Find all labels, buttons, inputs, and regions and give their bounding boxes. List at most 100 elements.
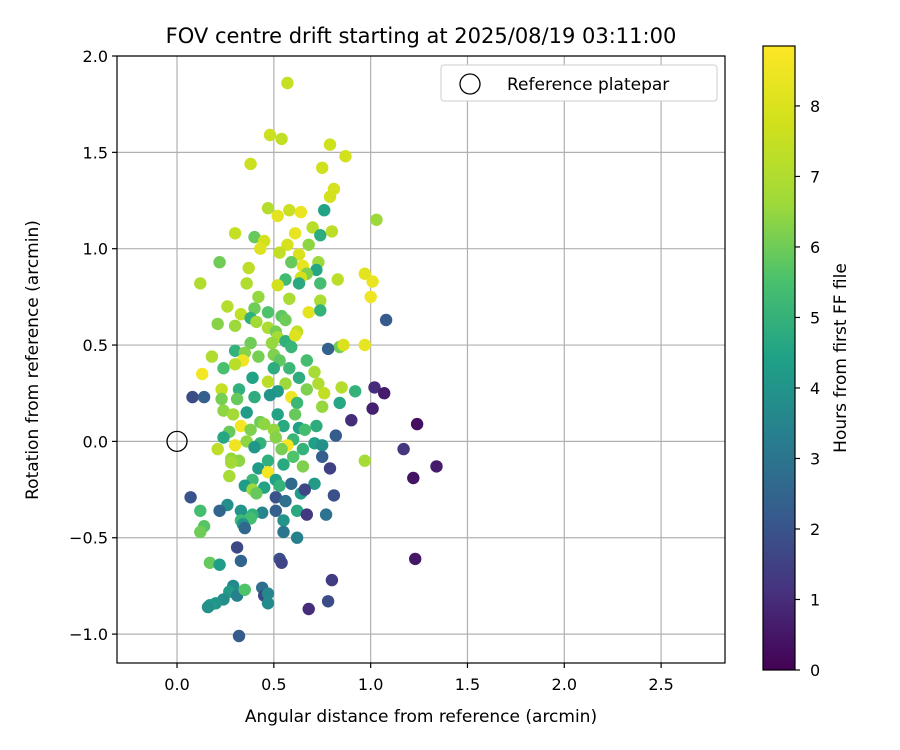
data-point: [240, 277, 253, 290]
data-point: [252, 462, 265, 475]
colorbar-tick-label: 2: [810, 520, 820, 539]
data-point: [228, 344, 242, 357]
data-point: [277, 514, 290, 527]
data-point: [366, 275, 379, 288]
data-point: [201, 600, 215, 614]
data-point: [273, 246, 286, 259]
data-point: [337, 338, 350, 352]
data-point: [318, 204, 331, 217]
data-point: [339, 150, 352, 163]
data-point: [261, 202, 275, 215]
data-point: [261, 306, 275, 319]
data-point: [358, 267, 371, 280]
data-point: [254, 242, 267, 255]
data-point: [211, 442, 224, 456]
colorbar-tick-label: 8: [810, 97, 820, 116]
data-point: [283, 292, 296, 305]
legend-label: Reference platepar: [507, 75, 669, 95]
colorbar: 0 1 2 3 4 5 6 7 8 Hours from first FF file: [762, 45, 851, 680]
data-point: [232, 629, 246, 643]
data-point: [275, 556, 288, 569]
data-point: [281, 76, 294, 90]
data-point: [378, 387, 391, 400]
data-point: [234, 419, 248, 433]
data-point: [213, 558, 226, 571]
y-tick-label: 1.0: [83, 240, 108, 259]
data-point: [248, 441, 261, 454]
data-point: [292, 248, 306, 261]
data-point: [246, 371, 259, 384]
data-point: [217, 431, 230, 444]
data-point: [283, 362, 296, 375]
data-point: [314, 304, 327, 317]
data-point: [277, 458, 290, 471]
x-tick-label: 0.0: [164, 675, 189, 694]
data-point: [283, 204, 296, 217]
data-point: [271, 408, 284, 421]
y-tick-label: 0.5: [83, 336, 108, 355]
data-point: [325, 573, 339, 587]
data-point: [285, 477, 298, 490]
data-point: [316, 450, 329, 463]
data-point: [292, 277, 306, 290]
data-point: [244, 336, 257, 350]
data-point: [358, 338, 371, 352]
data-point: [258, 417, 271, 431]
data-point: [290, 396, 304, 410]
data-point: [327, 489, 341, 502]
scatter-points: [184, 76, 443, 643]
data-point: [217, 362, 230, 375]
data-point: [368, 381, 381, 394]
data-point: [333, 396, 346, 410]
reference-point-marker: [166, 430, 188, 453]
plot-frame: [116, 55, 726, 664]
data-point: [277, 525, 290, 539]
data-point: [316, 161, 329, 174]
data-point: [252, 350, 265, 363]
data-point: [252, 290, 265, 304]
data-point: [290, 504, 304, 517]
y-axis-label: Rotation from reference (arcmin): [23, 220, 43, 500]
data-point: [310, 263, 323, 277]
data-point: [234, 308, 248, 321]
data-point: [300, 354, 313, 367]
data-point: [256, 506, 269, 519]
data-point: [269, 491, 282, 504]
data-point: [325, 225, 339, 238]
data-point: [288, 227, 302, 240]
data-point: [298, 423, 311, 436]
data-point: [227, 408, 240, 421]
data-point: [308, 365, 321, 379]
data-point: [261, 375, 275, 388]
data-point: [275, 442, 288, 456]
data-point: [397, 442, 410, 456]
data-point: [269, 431, 282, 444]
legend-box: [440, 64, 718, 102]
data-point: [213, 256, 226, 269]
colorbar-tick-label: 6: [810, 238, 820, 257]
colorbar-tick-label: 7: [810, 167, 820, 186]
x-tick-label: 2.0: [552, 675, 577, 694]
x-tick-label: 2.5: [648, 675, 673, 694]
data-point: [296, 460, 310, 473]
colorbar-tick-label: 4: [810, 379, 820, 398]
data-point: [271, 209, 284, 223]
data-point: [314, 229, 327, 242]
y-tick-label: −0.5: [69, 529, 108, 548]
data-point: [300, 383, 313, 396]
data-point: [228, 227, 242, 240]
data-point: [314, 277, 327, 290]
colorbar-tick-label: 5: [810, 308, 820, 327]
data-point: [294, 205, 308, 219]
data-point: [302, 306, 315, 319]
data-point: [215, 383, 228, 396]
colorbar-ticks: 0 1 2 3 4 5 6 7 8: [795, 97, 820, 680]
data-point: [232, 383, 246, 396]
y-axis-ticks: −1.0 −0.5 0.0 0.5 1.0 1.5 2.0: [69, 47, 117, 644]
data-point: [407, 471, 420, 485]
data-point: [267, 362, 280, 375]
data-point: [250, 315, 263, 329]
data-point: [279, 494, 292, 508]
data-point: [364, 290, 377, 304]
data-point: [234, 554, 248, 568]
